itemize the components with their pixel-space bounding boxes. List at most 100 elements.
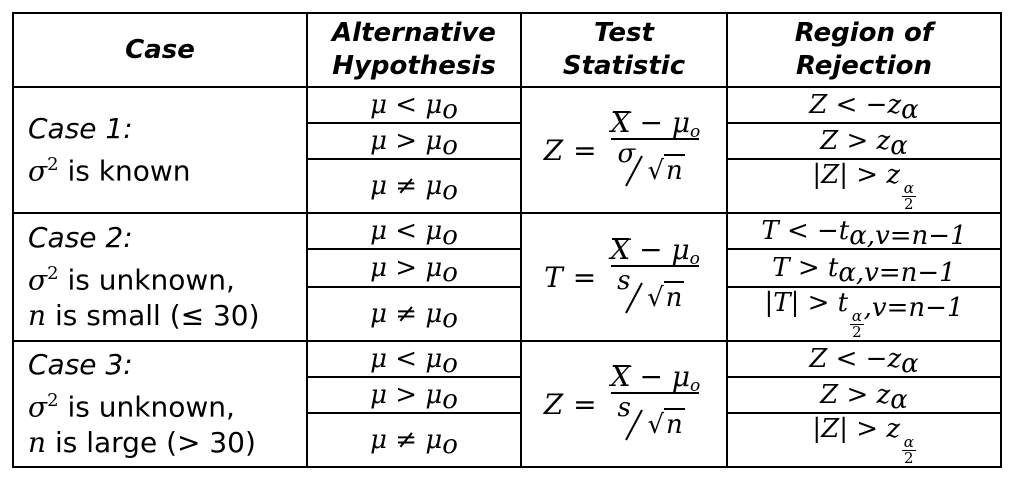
rejection-expression: Z > z: [820, 380, 891, 410]
hypothesis-expression: μ ≠ μ: [370, 299, 443, 329]
hypothesis-subscript: o: [442, 95, 458, 125]
hypothesis-subscript: o: [442, 430, 458, 460]
header-region-of-rejection: Region of Rejection: [726, 12, 1002, 88]
rejection-region-cell: Z > zα: [726, 376, 1002, 414]
two-denominator: 2: [850, 323, 864, 341]
rejection-subscript: α: [901, 349, 919, 379]
rejection-region-cell: Z < −zα: [726, 86, 1002, 125]
rejection-region-cell: T > tα,v=n−1: [726, 248, 1002, 288]
fraction-denominator: s √n: [611, 394, 699, 446]
statistic-fraction: X − μo s √n: [606, 235, 704, 319]
hypothesis-subscript: o: [442, 131, 458, 161]
deviation-symbol: s: [617, 393, 631, 423]
minus-mu: − μ: [630, 360, 691, 393]
hypothesis-subscript: o: [442, 385, 458, 415]
rejection-subscript: α: [901, 95, 919, 125]
case-condition: is unknown,: [58, 263, 235, 297]
n-symbol: n: [28, 426, 47, 460]
rejection-df-subscript: ,v=n−1: [863, 293, 964, 323]
hypothesis-subscript: o: [442, 221, 458, 251]
sigma-exponent: 2: [47, 389, 59, 411]
fraction-numerator: X − μo: [607, 106, 705, 141]
alpha-numerator: α: [903, 433, 914, 451]
alpha-numerator: α: [851, 307, 862, 325]
case-description-2: Case 2: σ2 is unknown, n is small (≤ 30): [12, 212, 308, 342]
rejection-expression: T < −t: [761, 216, 850, 246]
root-variable: n: [664, 154, 685, 186]
deviation-symbol: s: [617, 266, 631, 296]
statistic-symbol: T: [544, 260, 563, 294]
case-sample-condition: is small (≤ 30): [46, 299, 260, 333]
minus-mu: − μ: [630, 233, 690, 266]
fraction-denominator: s √n: [611, 267, 699, 319]
rejection-region-cell: |T| > t α 2 ,v=n−1: [726, 286, 1002, 342]
case-condition: is known: [58, 154, 191, 188]
hypothesis-expression: μ < μ: [370, 90, 443, 120]
sigma-symbol: σ: [28, 263, 48, 297]
fraction-bar: [611, 138, 700, 140]
statistic-symbol: Z: [543, 133, 564, 167]
case-title: Case 2:: [28, 220, 133, 254]
alternative-hypothesis-cell: μ < μo: [306, 340, 522, 379]
root-variable: n: [664, 408, 685, 440]
statistic-fraction: X − μo σ √n: [607, 108, 705, 192]
n-symbol: n: [28, 299, 47, 333]
rejection-subscript: α,v=n−1: [838, 258, 956, 288]
square-root: √n: [647, 154, 685, 186]
sqrt-sign: √: [647, 410, 665, 440]
rejection-expression: |Z| > z: [812, 414, 901, 444]
case-condition: is unknown,: [58, 390, 235, 424]
alpha-numerator: α: [903, 179, 914, 197]
sigma-symbol: σ: [28, 154, 48, 188]
table-row: μ ≠ μo |T| > t α 2 ,v=n−1: [13, 286, 1002, 342]
rejection-subscript: α: [890, 131, 908, 161]
alternative-hypothesis-cell: μ < μo: [306, 86, 522, 125]
header-case: Case: [12, 12, 308, 88]
header-test-statistic: Test Statistic: [520, 12, 728, 88]
equals-sign: =: [573, 133, 597, 167]
hypothesis-expression: μ ≠ μ: [370, 171, 443, 201]
fraction-numerator: X − μo: [606, 233, 704, 268]
rejection-expression: Z < −z: [809, 344, 902, 374]
alternative-hypothesis-cell: μ ≠ μo: [306, 158, 522, 214]
mu-subscript: o: [689, 249, 700, 269]
fraction-denominator: σ √n: [611, 140, 699, 192]
square-root: √n: [647, 281, 685, 313]
case-sample-condition: is large (> 30): [46, 426, 256, 460]
sqrt-sign: √: [647, 283, 664, 313]
alternative-hypothesis-cell: μ > μo: [306, 122, 522, 161]
table-row: μ > μo Z > zα: [13, 122, 1002, 161]
rejection-expression: |T| > t: [764, 288, 849, 318]
test-statistic-formula: T = X − μo s √n: [544, 235, 704, 319]
two-denominator: 2: [902, 195, 916, 213]
sample-mean-symbol: X: [610, 233, 631, 266]
sample-mean-symbol: X: [610, 106, 631, 139]
alternative-hypothesis-cell: μ > μo: [306, 248, 522, 288]
alternative-hypothesis-cell: μ > μo: [306, 376, 522, 415]
root-variable: n: [663, 281, 685, 313]
square-root: √n: [647, 408, 685, 440]
statistic-fraction: X − μo s √n: [607, 362, 705, 446]
header-alternative-hypothesis: Alternative Hypothesis: [306, 12, 522, 88]
fraction-bar: [611, 392, 700, 394]
deviation-symbol: σ: [617, 139, 636, 169]
fraction-bar: [611, 265, 700, 267]
rejection-subscript: α,v=n−1: [849, 221, 967, 251]
sigma-exponent: 2: [47, 262, 59, 284]
hypothesis-subscript: o: [442, 349, 458, 379]
sample-mean-symbol: X: [610, 360, 631, 393]
header-row: Case Alternative Hypothesis Test Statistic…: [12, 12, 1002, 88]
test-statistic-formula: Z = X − μo s √n: [544, 362, 705, 446]
minus-mu: − μ: [630, 106, 691, 139]
sigma-symbol: σ: [28, 390, 48, 424]
hypothesis-expression: μ > μ: [370, 253, 443, 283]
mu-subscript: o: [690, 122, 701, 142]
two-denominator: 2: [902, 449, 916, 467]
test-statistic-formula: Z = X − μo σ √n: [544, 108, 705, 192]
